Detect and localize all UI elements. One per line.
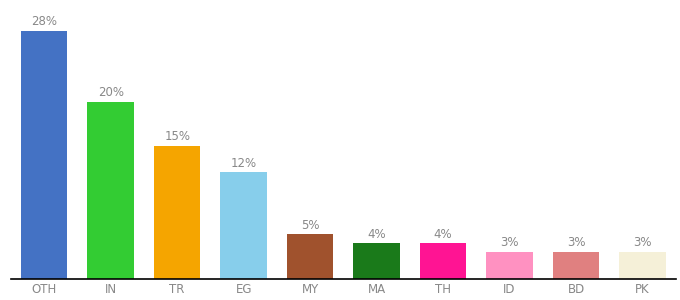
Bar — [287, 234, 333, 279]
Text: 5%: 5% — [301, 219, 320, 232]
Text: 28%: 28% — [31, 15, 57, 28]
Text: 4%: 4% — [434, 228, 452, 241]
Bar — [354, 243, 400, 279]
Text: 3%: 3% — [500, 236, 519, 249]
Text: 3%: 3% — [633, 236, 652, 249]
Text: 15%: 15% — [164, 130, 190, 143]
Text: 20%: 20% — [98, 86, 124, 99]
Text: 3%: 3% — [567, 236, 585, 249]
Bar — [21, 31, 67, 279]
Text: 4%: 4% — [367, 228, 386, 241]
Text: 12%: 12% — [231, 157, 257, 170]
Bar — [619, 252, 666, 279]
Bar — [420, 243, 466, 279]
Bar — [220, 172, 267, 279]
Bar — [154, 146, 201, 279]
Bar — [486, 252, 533, 279]
Bar — [88, 102, 134, 279]
Bar — [553, 252, 599, 279]
